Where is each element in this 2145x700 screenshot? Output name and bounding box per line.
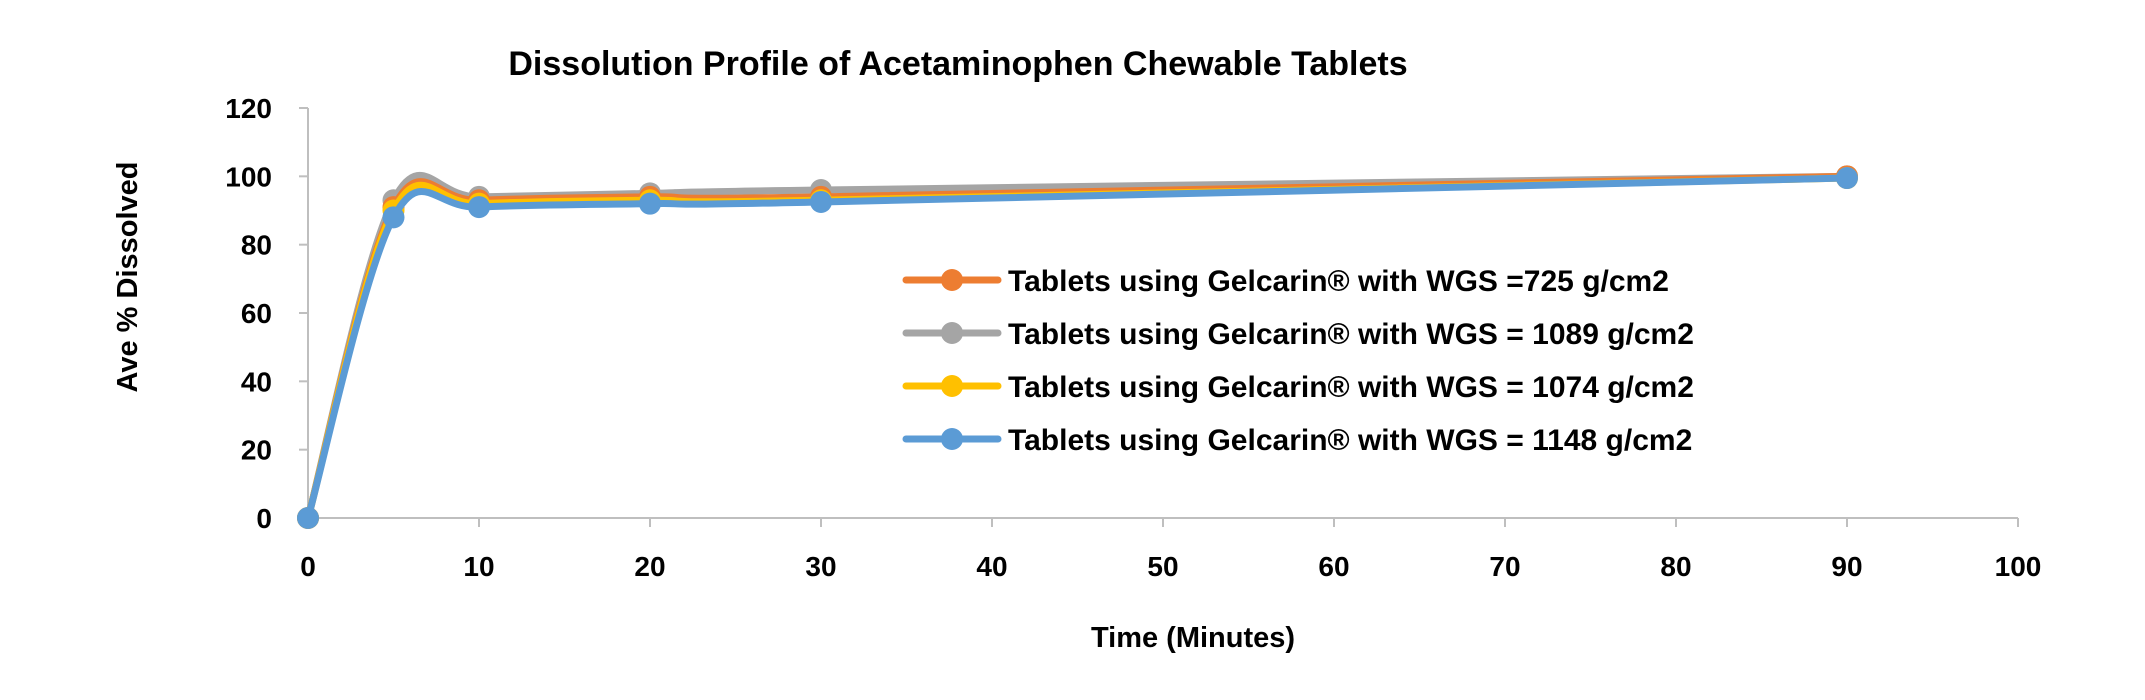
x-axis-label: Time (Minutes) <box>1091 622 1295 654</box>
y-tick-label: 120 <box>225 93 272 124</box>
x-tick-label: 70 <box>1489 551 1520 582</box>
x-tick-label: 80 <box>1660 551 1691 582</box>
data-point <box>297 507 319 529</box>
x-tick-label: 90 <box>1831 551 1862 582</box>
x-tick-label: 20 <box>634 551 665 582</box>
x-tick-label: 50 <box>1147 551 1178 582</box>
x-tick-label: 30 <box>805 551 836 582</box>
data-point <box>382 206 405 229</box>
data-point <box>1836 167 1858 190</box>
legend-label: Tablets using Gelcarin® with WGS = 1074 … <box>1008 371 1694 404</box>
series-line-group <box>297 167 1858 529</box>
y-tick-label: 40 <box>241 366 272 397</box>
x-tick-label: 0 <box>300 551 316 582</box>
data-point <box>468 196 490 219</box>
data-point <box>639 192 661 215</box>
y-tick-label: 100 <box>225 161 272 192</box>
legend-label: Tablets using Gelcarin® with WGS =725 g/… <box>1008 265 1669 298</box>
y-tick-label: 20 <box>241 435 272 466</box>
y-axis-label: Ave % Dissolved <box>112 161 144 392</box>
y-axis: 0 20 40 60 80 100 120 <box>225 93 309 534</box>
legend-swatch-marker <box>941 322 963 344</box>
x-tick-label: 60 <box>1318 551 1349 582</box>
series-group <box>297 165 1858 529</box>
legend-swatch-marker <box>941 428 963 450</box>
y-tick-label: 80 <box>241 230 272 261</box>
x-tick-label: 100 <box>1995 551 2042 582</box>
data-point <box>810 190 832 213</box>
y-tick-label: 60 <box>241 298 272 329</box>
x-tick-label: 10 <box>463 551 494 582</box>
chart-title: Dissolution Profile of Acetaminophen Che… <box>508 45 1407 83</box>
legend-label: Tablets using Gelcarin® with WGS = 1089 … <box>1008 318 1694 351</box>
x-axis: 0 10 20 30 40 50 60 70 80 90 100 <box>300 517 2042 582</box>
y-tick-label: 0 <box>256 503 272 534</box>
legend: Tablets using Gelcarin® with WGS =725 g/… <box>902 265 1694 457</box>
legend-swatch-marker <box>941 269 963 291</box>
x-tick-label: 40 <box>976 551 1007 582</box>
legend-label: Tablets using Gelcarin® with WGS = 1148 … <box>1008 424 1692 457</box>
legend-swatch-marker <box>941 375 963 397</box>
